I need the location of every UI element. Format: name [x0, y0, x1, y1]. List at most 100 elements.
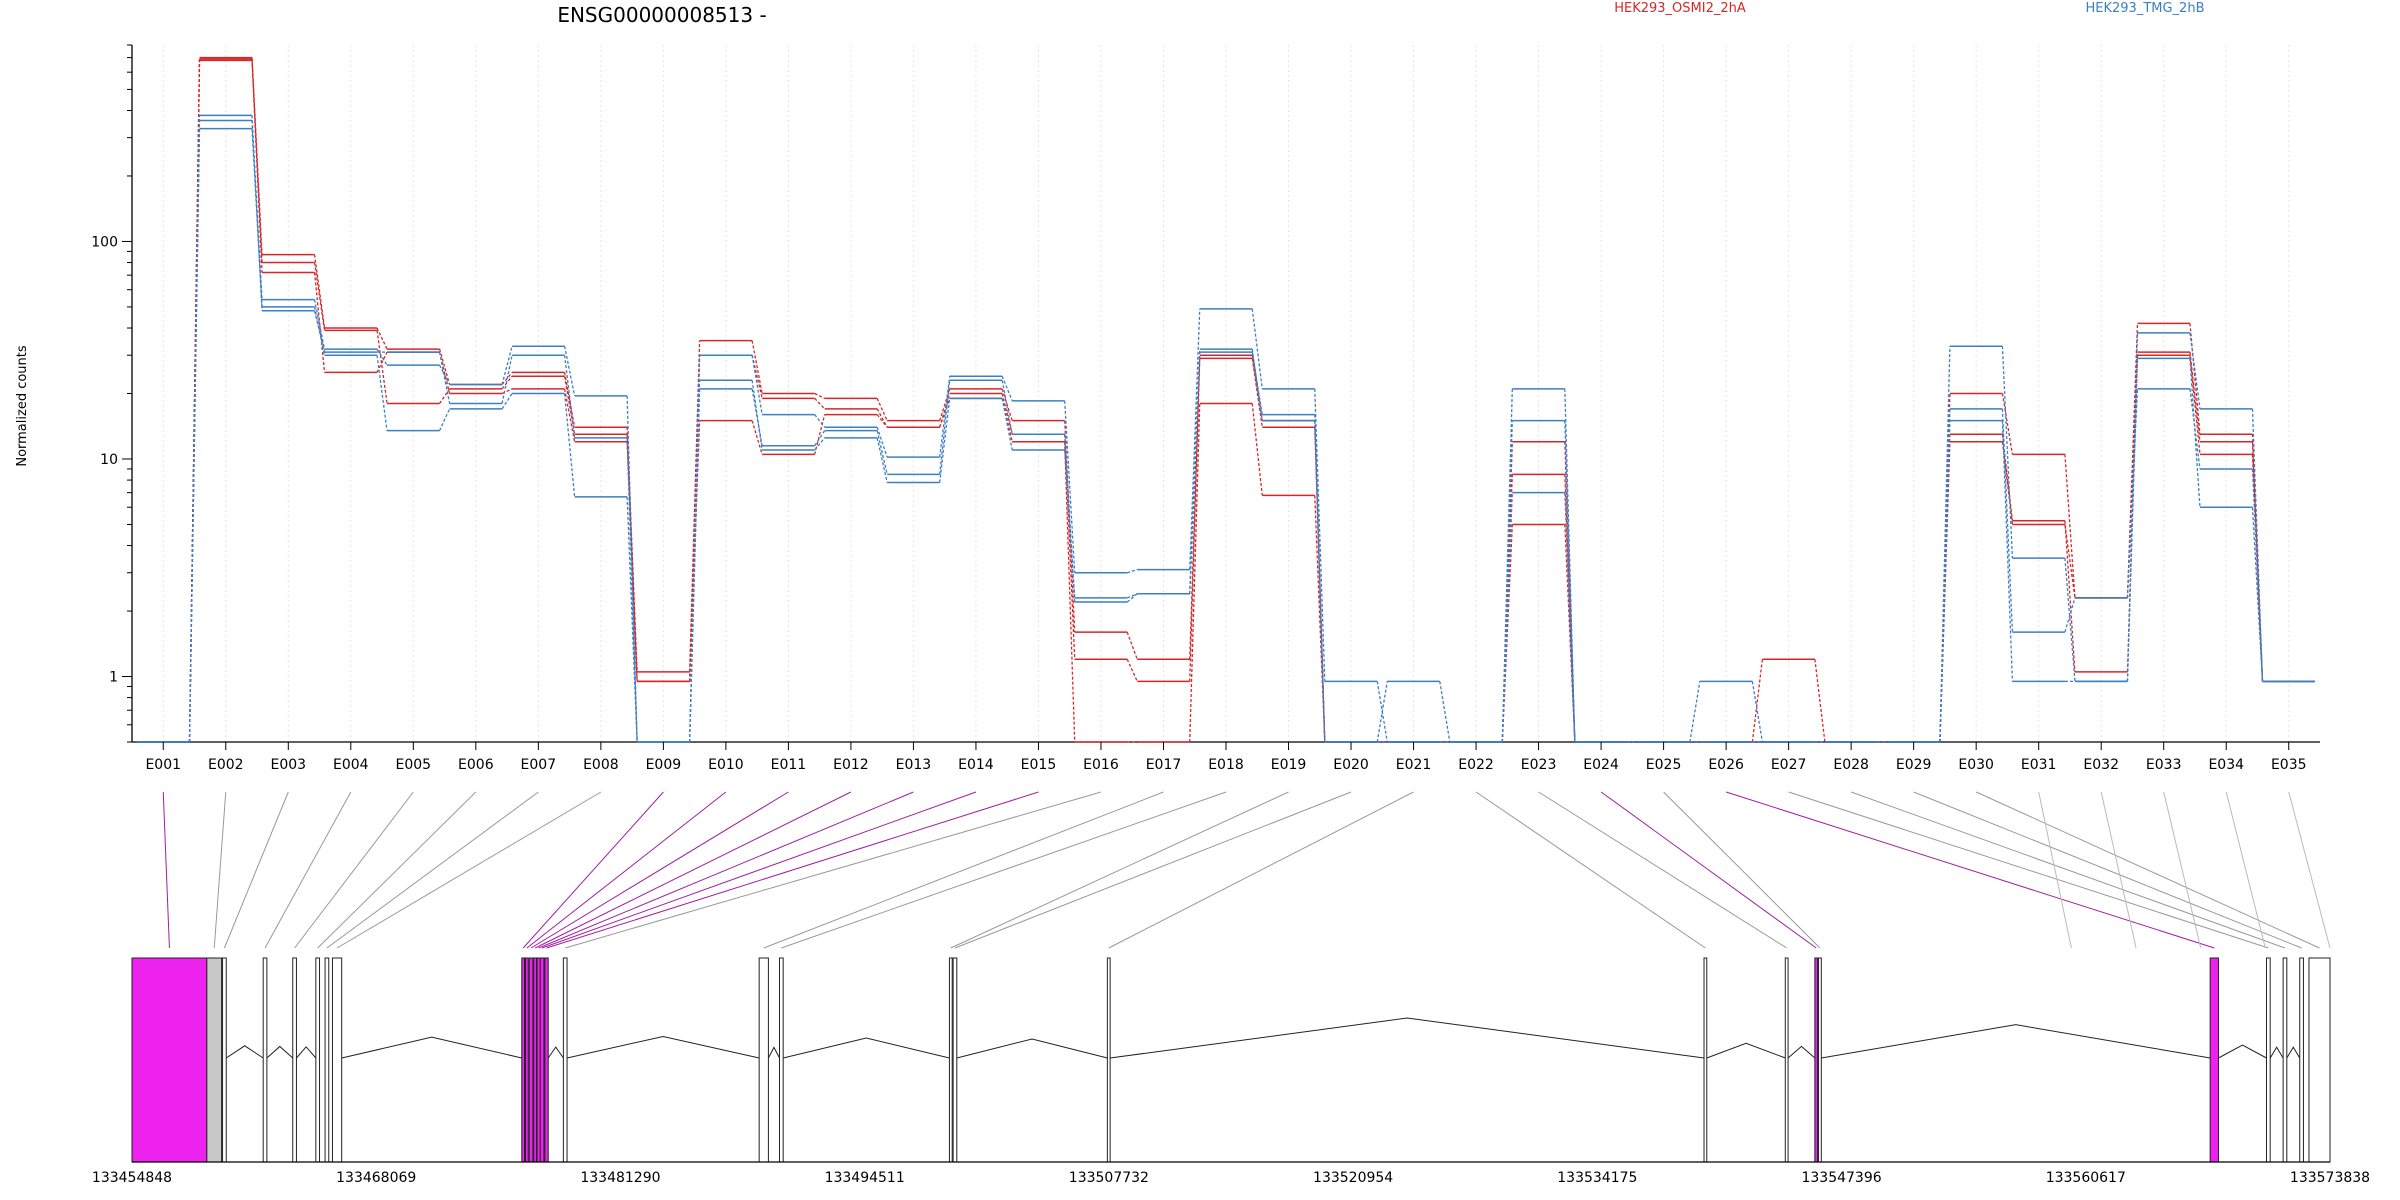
chart-title: ENSG00000008513 - — [557, 3, 766, 27]
exon-connectors — [162, 791, 2331, 949]
exon-box-E023 — [1784, 957, 1789, 1163]
series-connector — [439, 388, 451, 404]
x-tick-label-E004: E004 — [333, 757, 369, 773]
exon-tick-labels: E001 E002 E003 E004 E005 E006 E007 E008 E009 E010… — [145, 742, 2307, 773]
connector-E027 — [1788, 791, 2269, 949]
connector-E012 — [534, 791, 852, 949]
series-connector — [1439, 681, 1451, 743]
series-connector — [2064, 524, 2076, 598]
series-connector — [1251, 351, 1263, 415]
exon-box-E014 — [539, 957, 545, 1163]
series-connector — [2251, 454, 2264, 682]
series-connector — [1314, 414, 1326, 743]
series-connector — [2126, 358, 2139, 682]
series-connector — [2064, 520, 2076, 672]
connector-E033 — [2163, 791, 2202, 949]
exon-box-E010 — [524, 957, 529, 1163]
exon-box-E026 — [2209, 957, 2219, 1163]
grid — [162, 45, 2290, 742]
x-tick-label-E024: E024 — [1583, 757, 1619, 773]
intron-line — [1787, 1045, 1816, 1059]
series-connector — [814, 414, 826, 428]
series-connector — [251, 115, 263, 311]
series-connector — [2001, 420, 2014, 682]
series-connector — [1189, 403, 1201, 743]
x-tick-label-E006: E006 — [458, 757, 494, 773]
series-connector — [2189, 323, 2201, 435]
x-tick-label-E030: E030 — [1958, 757, 1994, 773]
legend-item-osmi2: HEK293_OSMI2_2hA — [1614, 1, 1746, 16]
connector-E022 — [1475, 791, 1706, 949]
intron-line — [266, 1045, 294, 1059]
connector-E013 — [538, 791, 914, 949]
exon-box-E021 — [1106, 957, 1111, 1163]
series-connector — [1064, 434, 1076, 603]
intron-line — [547, 1046, 564, 1059]
x-tick-label-E026: E026 — [1708, 757, 1744, 773]
series-connector — [313, 272, 326, 373]
series-connector — [1689, 681, 1701, 743]
series-connector — [1126, 631, 1138, 660]
connector-E003 — [223, 791, 289, 949]
x-tick-label-E017: E017 — [1146, 757, 1182, 773]
series-connector — [1001, 388, 1013, 421]
series-connector — [501, 355, 513, 404]
genomic-tick-label: 133454848 — [92, 1170, 172, 1186]
series-connector — [438, 348, 451, 385]
series-connector — [626, 437, 638, 743]
exon-box-E006 — [315, 957, 321, 1163]
series-connector — [501, 393, 513, 410]
series-connector — [1564, 492, 1576, 743]
gene-model — [131, 957, 2331, 1163]
exon-box-E002 — [206, 957, 223, 1163]
connector-E007 — [326, 791, 539, 949]
genomic-tick-label: 133468069 — [336, 1170, 416, 1186]
x-tick-label-E022: E022 — [1458, 757, 1494, 773]
series-connector — [1064, 400, 1076, 573]
exon-box-E004 — [262, 957, 268, 1163]
series-connector — [1751, 659, 1764, 743]
intron-line — [767, 1046, 780, 1059]
series-connector — [2001, 441, 2014, 525]
intron-line — [783, 1037, 950, 1059]
exon-box-E008 — [331, 957, 343, 1163]
series-connector — [2064, 558, 2076, 682]
series-connector — [2064, 597, 2076, 633]
x-tick-label-E034: E034 — [2208, 757, 2244, 773]
series-connector — [563, 355, 576, 438]
exon-box-E024 — [1814, 957, 1819, 1163]
series-connector — [2064, 454, 2076, 598]
x-tick-label-E011: E011 — [771, 757, 807, 773]
intron-line — [225, 1045, 264, 1059]
series-connector — [876, 398, 888, 421]
series-connector — [188, 115, 201, 743]
connector-E030 — [1975, 791, 2320, 949]
intron-line — [1706, 1042, 1786, 1059]
connector-E016 — [565, 791, 1102, 949]
x-tick-label-E025: E025 — [1646, 757, 1682, 773]
exon-box-E017 — [758, 957, 769, 1163]
series-connector — [1001, 393, 1013, 435]
exon-box-E027 — [2265, 957, 2271, 1163]
series-connector — [1126, 659, 1138, 682]
intron-line — [296, 1046, 317, 1059]
series-connector — [376, 355, 388, 431]
y-axis-label: Normalized counts — [15, 345, 30, 467]
x-tick-label-E009: E009 — [646, 757, 682, 773]
series-connector — [1939, 420, 1951, 743]
connector-E008 — [336, 791, 602, 949]
x-tick-label-E033: E033 — [2146, 757, 2182, 773]
series-connector — [939, 380, 951, 475]
exon-box-E015 — [544, 957, 549, 1163]
x-tick-label-E019: E019 — [1271, 757, 1307, 773]
x-tick-label-E012: E012 — [833, 757, 869, 773]
series-connector — [1314, 388, 1326, 682]
exon-box-E025 — [1818, 957, 1822, 1163]
intron-line — [2286, 1046, 2301, 1059]
series-connector — [626, 496, 638, 743]
series-connector — [814, 397, 826, 410]
x-tick-label-E003: E003 — [270, 757, 306, 773]
series-connector — [876, 430, 888, 475]
exon-box-E016 — [562, 957, 568, 1163]
series-connector — [814, 392, 825, 399]
